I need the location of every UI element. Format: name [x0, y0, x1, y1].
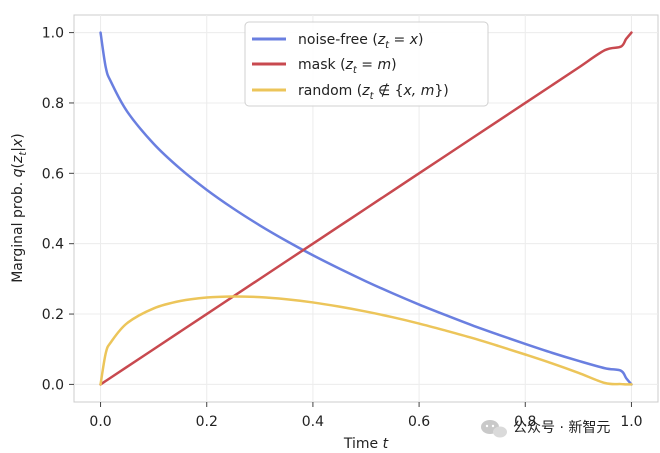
y-tick-label: 0.4: [42, 237, 64, 253]
grid: [74, 15, 658, 402]
x-tick-label: 0.8: [514, 414, 536, 430]
series-line-noise-free: [99, 31, 633, 386]
y-tick-label: 0.8: [42, 96, 64, 112]
watermark: 公众号 · 新智元: [481, 420, 610, 438]
y-axis-title: Marginal prob. q(zt|x): [10, 133, 29, 283]
y-tick-label: 0.2: [42, 307, 64, 323]
legend-box: [244, 21, 489, 107]
y-tick-label: 0.0: [42, 377, 64, 393]
x-tick-label: 1.0: [620, 414, 642, 430]
series-line-random: [99, 295, 633, 386]
legend-label-mask: mask (zt = m): [298, 57, 397, 76]
x-tick-label: 0.2: [196, 414, 218, 430]
x-axis-title: Time t: [343, 436, 389, 452]
legend: noise-free (zt = x) mask (zt = m) random…: [244, 21, 489, 107]
series-line-mask: [99, 31, 633, 386]
y-tick-label: 1.0: [42, 26, 64, 42]
axis-ticks: 0.0 0.2 0.4 0.6 0.8 1.0 0.0 0.2 0.4 0.6 0.8 1.0: [42, 26, 643, 430]
x-tick-label: 0.6: [408, 414, 430, 430]
x-tick-label: 0.4: [302, 414, 324, 430]
legend-label-random: random (zt ∉ {x, m}): [298, 83, 449, 102]
legend-label-noise-free: noise-free (zt = x): [298, 32, 424, 51]
wechat-icon: [481, 420, 507, 438]
x-tick-label: 0.0: [89, 414, 111, 430]
series-lines: [99, 31, 633, 386]
watermark-text: 公众号 · 新智元: [513, 420, 610, 436]
y-tick-label: 0.6: [42, 166, 64, 182]
